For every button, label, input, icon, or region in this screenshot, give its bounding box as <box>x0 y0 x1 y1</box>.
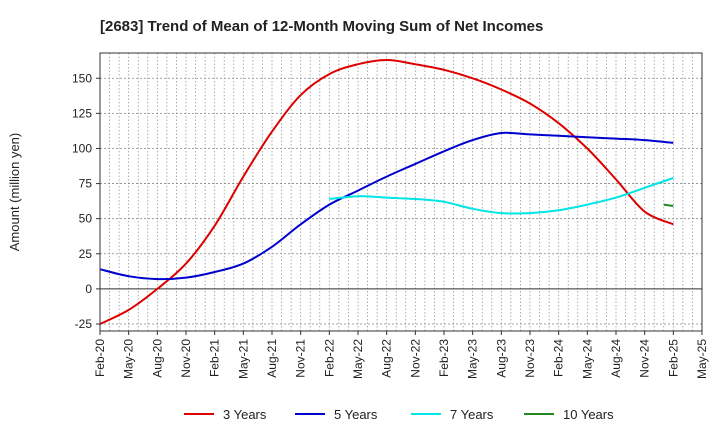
x-tick-label: May-24 <box>580 339 594 379</box>
x-tick-label: May-22 <box>351 339 365 379</box>
y-tick-label: 100 <box>72 141 92 155</box>
series-line-3-years <box>99 58 674 325</box>
series-line-7-years <box>329 177 674 215</box>
plot-frame <box>99 52 703 332</box>
grid <box>100 53 702 331</box>
y-tick-label: 75 <box>79 177 93 191</box>
legend-label-3-years: 3 Years <box>223 407 267 422</box>
x-tick-label: Feb-20 <box>93 339 107 377</box>
x-axis: Feb-20 May-20 Aug-20 Nov-20 Feb-21 May-21 Aug-… <box>93 331 709 379</box>
x-tick-label: Aug-22 <box>380 339 394 378</box>
legend-label-10-years: 10 Years <box>563 407 614 422</box>
x-tick-label: Feb-24 <box>552 339 566 377</box>
x-tick-label: Feb-25 <box>666 339 680 377</box>
y-tick-label: 0 <box>85 282 92 296</box>
x-tick-label: May-21 <box>236 339 250 379</box>
plot-area <box>100 53 702 331</box>
series-line-10-years <box>663 203 674 207</box>
x-tick-label: Aug-21 <box>265 339 279 378</box>
y-tick-label: 50 <box>79 212 93 226</box>
x-tick-label: Nov-21 <box>294 339 308 378</box>
legend: 3 Years 5 Years 7 Years 10 Years <box>184 407 614 422</box>
legend-label-7-years: 7 Years <box>450 407 494 422</box>
x-tick-label: Aug-24 <box>609 339 623 378</box>
y-tick-label: 25 <box>79 247 93 261</box>
x-tick-label: Nov-23 <box>523 339 537 378</box>
chart-title: [2683] Trend of Mean of 12-Month Moving … <box>100 18 543 35</box>
x-tick-label: May-23 <box>466 339 480 379</box>
y-tick-label: -25 <box>75 317 93 331</box>
x-tick-label: Nov-24 <box>638 339 652 378</box>
legend-label-5-years: 5 Years <box>334 407 378 422</box>
y-axis-label: Amount (million yen) <box>7 133 22 252</box>
x-tick-label: Aug-23 <box>494 339 508 378</box>
y-axis: -25 0 25 50 75 100 125 150 <box>72 71 100 331</box>
series-lines <box>99 58 674 325</box>
x-tick-label: Nov-20 <box>179 339 193 378</box>
x-tick-label: May-20 <box>122 339 136 379</box>
x-tick-label: Feb-22 <box>322 339 336 377</box>
x-tick-label: Feb-23 <box>437 339 451 377</box>
y-tick-label: 125 <box>72 106 92 120</box>
x-tick-label: Feb-21 <box>208 339 222 377</box>
series-line-5-years <box>99 131 674 281</box>
y-tick-label: 150 <box>72 71 92 85</box>
x-tick-label: May-25 <box>695 339 709 379</box>
x-tick-label: Nov-22 <box>408 339 422 378</box>
x-tick-label: Aug-20 <box>150 339 164 378</box>
